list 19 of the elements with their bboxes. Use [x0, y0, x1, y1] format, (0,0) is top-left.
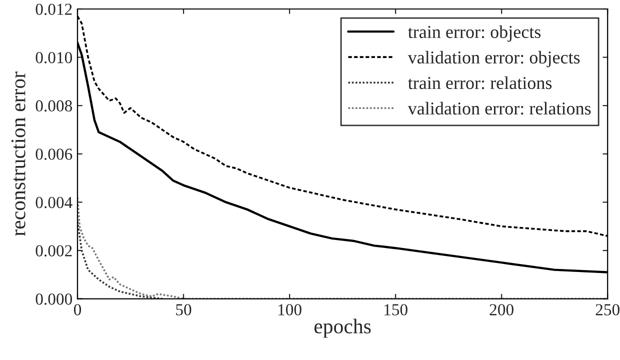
legend-label: train error: relations [408, 76, 552, 90]
y-axis-title: reconstruction error [11, 72, 26, 236]
legend-label: validation error: objects [408, 50, 580, 68]
y-tick-label: 0.012 [36, 4, 72, 16]
y-tick-label: 0.004 [36, 196, 72, 208]
x-tick-label: 200 [490, 304, 514, 316]
x-tick-label: 100 [278, 304, 302, 316]
x-tick-label: 250 [596, 304, 620, 316]
y-tick-label: 0.010 [36, 52, 72, 64]
x-axis-title: epochs [314, 318, 371, 338]
y-tick-label: 0.000 [36, 294, 72, 305]
legend-label: train error: objects [408, 25, 541, 42]
x-tick-label: 50 [176, 304, 192, 316]
y-tick-label: 0.008 [36, 100, 72, 112]
y-tick-label: 0.002 [36, 245, 72, 257]
x-tick-label: 0 [74, 304, 82, 316]
x-tick-label: 150 [384, 304, 408, 316]
legend-label: validation error: relations [408, 102, 591, 115]
y-tick-label: 0.006 [36, 148, 72, 160]
